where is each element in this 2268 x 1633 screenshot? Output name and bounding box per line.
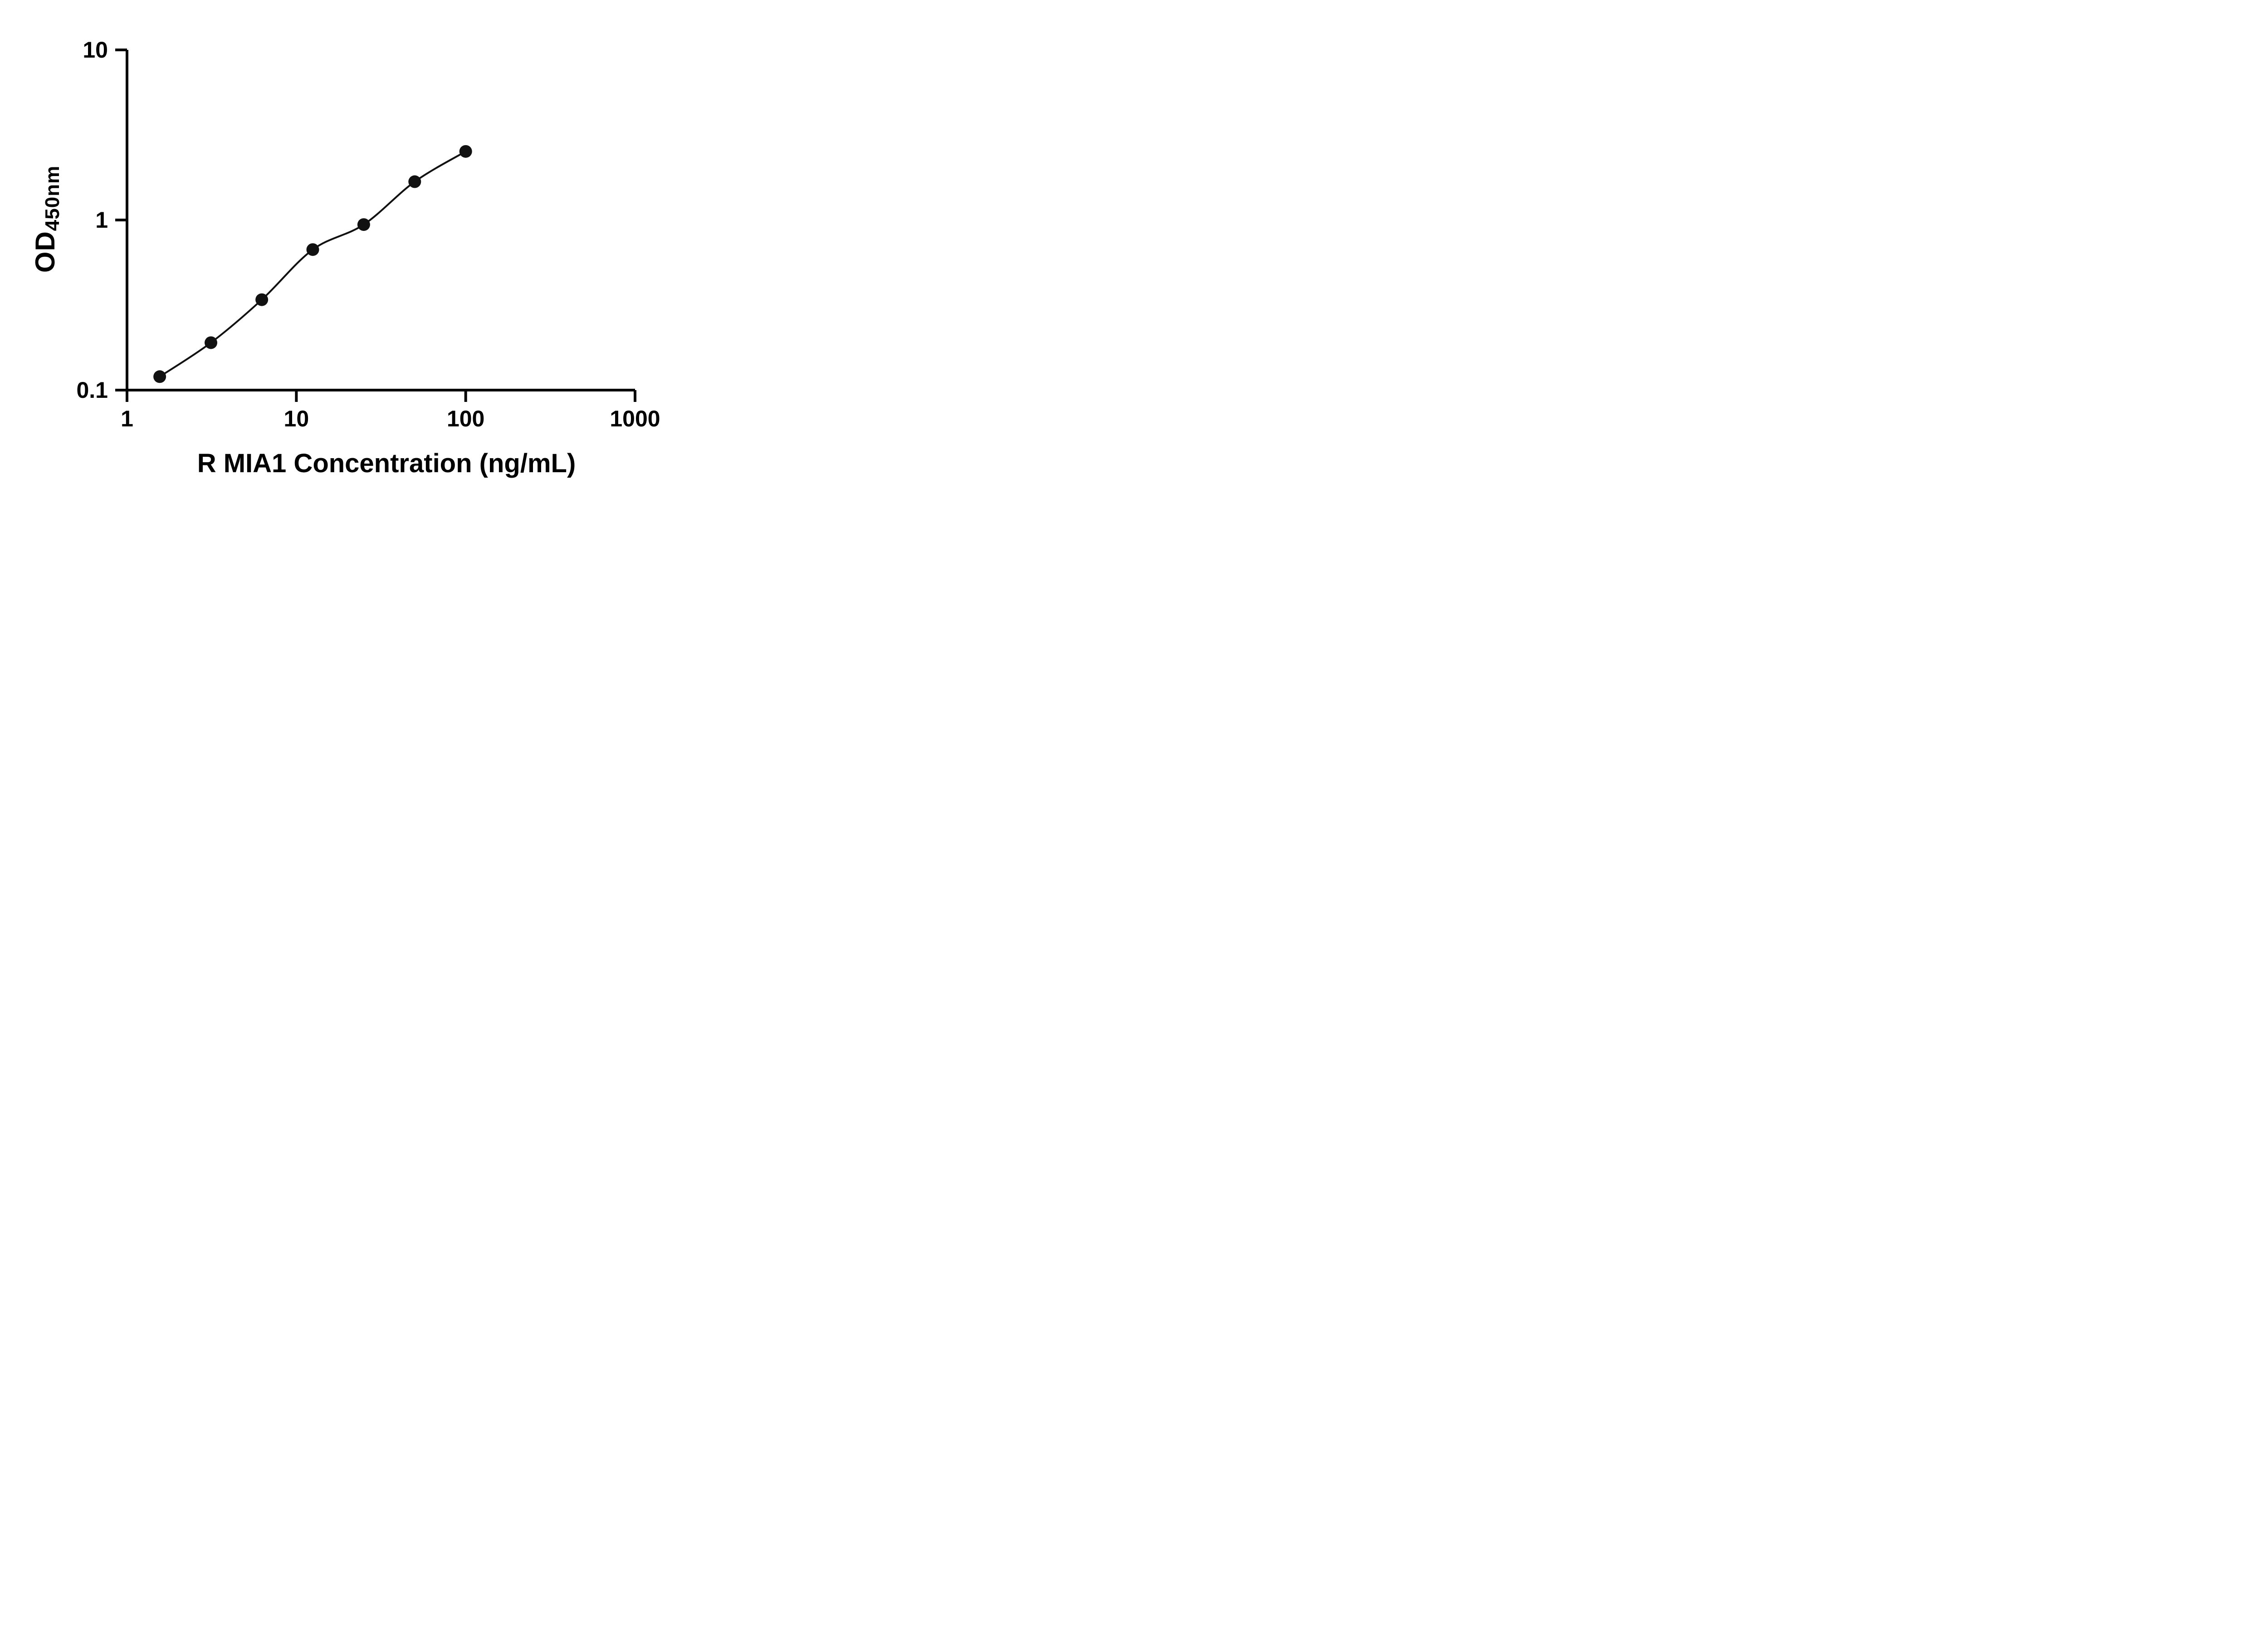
y-tick-label: 1 (95, 207, 108, 233)
x-tick-label: 10 (284, 406, 309, 431)
data-point (357, 218, 370, 231)
data-point (153, 370, 166, 383)
x-tick-label: 1 (121, 406, 133, 431)
x-tick-label: 1000 (610, 406, 660, 431)
data-point (255, 293, 269, 306)
y-tick-label: 0.1 (76, 377, 108, 403)
x-tick-label: 100 (447, 406, 484, 431)
x-axis-label: R MIA1 Concentration (ng/mL) (197, 449, 576, 478)
axis-spine (126, 50, 635, 391)
data-point (306, 243, 319, 256)
chart-canvas: 1 10 100 1000 0.1 1 10 (76, 37, 660, 431)
data-point (205, 336, 218, 349)
data-point (459, 145, 472, 158)
elisa-standard-curve-figure: OD450nm 1 10 100 1000 0.1 1 10 R MIA1 Concentr… (0, 0, 701, 500)
data-point (408, 175, 421, 188)
y-tick-label: 10 (83, 37, 108, 63)
